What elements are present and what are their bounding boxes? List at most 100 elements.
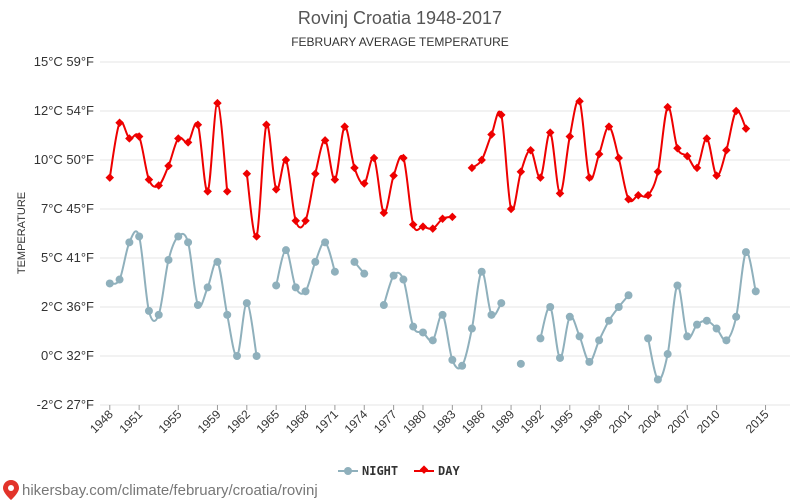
- data-point[interactable]: [683, 332, 692, 341]
- data-point[interactable]: [242, 299, 251, 308]
- data-point[interactable]: [653, 167, 663, 177]
- data-point[interactable]: [360, 269, 369, 278]
- data-point[interactable]: [330, 267, 339, 276]
- data-point[interactable]: [556, 353, 564, 362]
- data-point[interactable]: [751, 287, 760, 296]
- data-point[interactable]: [389, 171, 398, 180]
- data-point[interactable]: [281, 246, 290, 255]
- data-point[interactable]: [565, 132, 575, 141]
- data-point[interactable]: [301, 216, 310, 226]
- data-point[interactable]: [614, 303, 623, 311]
- data-point[interactable]: [418, 328, 427, 337]
- data-point[interactable]: [663, 350, 672, 359]
- data-point[interactable]: [193, 120, 203, 129]
- data-point[interactable]: [184, 238, 193, 247]
- data-point[interactable]: [164, 161, 173, 171]
- data-point[interactable]: [585, 173, 594, 182]
- data-point[interactable]: [134, 132, 144, 141]
- data-point[interactable]: [291, 216, 300, 226]
- data-point[interactable]: [516, 167, 526, 177]
- data-point[interactable]: [272, 281, 281, 290]
- data-point[interactable]: [320, 136, 330, 145]
- data-point[interactable]: [174, 232, 183, 241]
- data-point[interactable]: [271, 185, 281, 194]
- data-point[interactable]: [467, 163, 477, 173]
- data-point[interactable]: [477, 267, 486, 276]
- data-point[interactable]: [242, 169, 252, 178]
- data-point[interactable]: [712, 324, 721, 333]
- data-point[interactable]: [379, 208, 389, 218]
- data-point[interactable]: [321, 238, 330, 247]
- data-point[interactable]: [340, 122, 349, 131]
- data-point[interactable]: [291, 283, 300, 292]
- legend-item-day[interactable]: DAY: [414, 464, 460, 478]
- data-point[interactable]: [193, 301, 202, 310]
- data-point[interactable]: [408, 220, 418, 229]
- data-point[interactable]: [555, 189, 565, 198]
- data-point[interactable]: [399, 275, 408, 284]
- data-point[interactable]: [741, 248, 750, 257]
- data-point[interactable]: [281, 155, 291, 165]
- data-point[interactable]: [585, 357, 594, 366]
- data-point[interactable]: [653, 375, 662, 384]
- data-point[interactable]: [311, 257, 320, 266]
- data-point[interactable]: [262, 120, 271, 129]
- data-point[interactable]: [428, 224, 438, 233]
- data-point[interactable]: [438, 310, 447, 319]
- data-point[interactable]: [692, 163, 702, 173]
- data-point[interactable]: [301, 287, 310, 296]
- data-point[interactable]: [418, 222, 428, 231]
- data-point[interactable]: [252, 232, 261, 241]
- data-point[interactable]: [154, 181, 163, 190]
- data-point[interactable]: [115, 275, 124, 284]
- data-point[interactable]: [741, 124, 751, 133]
- data-point[interactable]: [125, 134, 134, 143]
- data-point[interactable]: [174, 134, 183, 143]
- data-point[interactable]: [203, 283, 212, 292]
- data-point[interactable]: [722, 145, 731, 155]
- data-point[interactable]: [115, 118, 124, 128]
- data-point[interactable]: [144, 306, 153, 315]
- data-point[interactable]: [105, 279, 114, 288]
- data-point[interactable]: [223, 310, 232, 319]
- data-point[interactable]: [409, 322, 418, 331]
- data-point[interactable]: [497, 110, 506, 120]
- data-point[interactable]: [595, 336, 604, 345]
- footer[interactable]: hikersbay.com/climate/february/croatia/r…: [3, 480, 318, 500]
- data-point[interactable]: [467, 324, 476, 333]
- data-point[interactable]: [105, 173, 115, 182]
- data-point[interactable]: [252, 352, 261, 360]
- data-point[interactable]: [164, 255, 173, 264]
- data-point[interactable]: [135, 232, 144, 241]
- data-point[interactable]: [222, 187, 232, 196]
- data-point[interactable]: [487, 130, 496, 139]
- data-point[interactable]: [693, 320, 702, 329]
- data-point[interactable]: [233, 352, 242, 360]
- legend-item-night[interactable]: NIGHT: [338, 464, 398, 478]
- data-point[interactable]: [213, 257, 222, 266]
- data-point[interactable]: [565, 312, 574, 321]
- data-point[interactable]: [604, 316, 613, 325]
- data-point[interactable]: [644, 334, 653, 343]
- data-point[interactable]: [487, 310, 496, 319]
- data-point[interactable]: [330, 175, 340, 184]
- data-point[interactable]: [673, 143, 682, 153]
- data-point[interactable]: [448, 355, 457, 364]
- data-point[interactable]: [477, 155, 486, 165]
- data-point[interactable]: [624, 291, 633, 300]
- data-point[interactable]: [516, 359, 525, 368]
- data-point[interactable]: [183, 138, 193, 147]
- data-point[interactable]: [360, 179, 369, 188]
- data-point[interactable]: [144, 175, 154, 184]
- data-point[interactable]: [428, 336, 437, 345]
- data-point[interactable]: [546, 303, 555, 311]
- data-point[interactable]: [369, 153, 379, 163]
- data-point[interactable]: [213, 98, 222, 108]
- data-point[interactable]: [545, 128, 555, 137]
- data-point[interactable]: [702, 316, 711, 325]
- data-point[interactable]: [497, 299, 506, 308]
- footer-link[interactable]: hikersbay.com/climate/february/croatia/r…: [22, 482, 318, 499]
- data-point[interactable]: [350, 257, 359, 266]
- data-point[interactable]: [575, 332, 584, 341]
- data-point[interactable]: [311, 169, 320, 178]
